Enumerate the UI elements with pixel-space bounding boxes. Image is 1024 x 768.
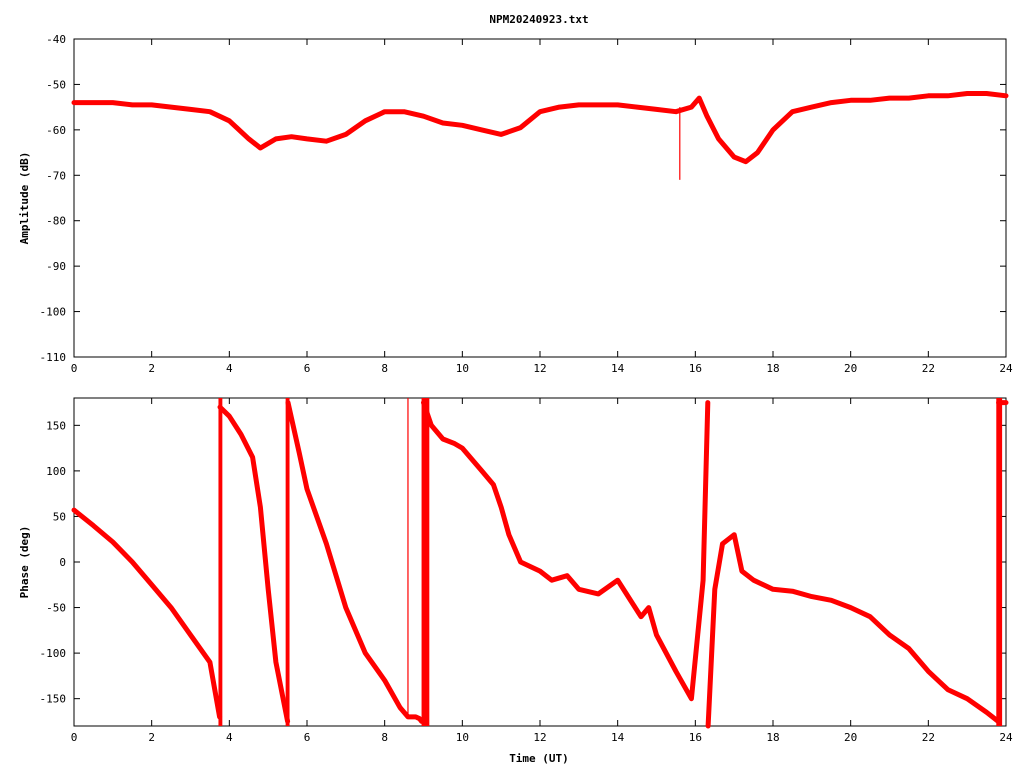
phase-y-tick-label: -150 bbox=[40, 693, 67, 706]
phase-x-tick-label: 2 bbox=[148, 731, 155, 744]
phase-panel: 0 2 4 6 8 10 12 14 16 18 20 22 24 -150-100-500501001… bbox=[18, 397, 1013, 765]
phase-x-tick-label: 20 bbox=[844, 731, 857, 744]
amplitude-x-tick-label: 22 bbox=[922, 362, 935, 375]
amplitude-y-tick-label: -80 bbox=[46, 215, 66, 228]
amplitude-x-tick-label: 20 bbox=[844, 362, 857, 375]
amplitude-panel: 0 2 4 6 8 10 12 14 16 18 20 22 24 -110-100-90-80-70-… bbox=[18, 33, 1013, 375]
phase-x-tick-label: 4 bbox=[226, 731, 233, 744]
amplitude-series bbox=[71, 91, 1009, 180]
phase-y-tick-label: 150 bbox=[46, 419, 66, 432]
phase-y-label: Phase (deg) bbox=[18, 526, 31, 599]
amplitude-plot-frame bbox=[73, 38, 1007, 358]
x-axis-label: Time (UT) bbox=[509, 752, 569, 765]
amplitude-y-tick-label: -60 bbox=[46, 124, 66, 137]
phase-y-tick-label: 50 bbox=[53, 510, 66, 523]
phase-y-tick-label: -100 bbox=[40, 647, 67, 660]
amplitude-x-tick-label: 2 bbox=[148, 362, 155, 375]
amplitude-x-tick-label: 6 bbox=[304, 362, 311, 375]
amplitude-x-tick-label: 14 bbox=[611, 362, 625, 375]
phase-x-tick-label: 12 bbox=[533, 731, 546, 744]
amplitude-y-label: Amplitude (dB) bbox=[18, 152, 31, 245]
phase-y-tick-label: 0 bbox=[59, 556, 66, 569]
phase-wrap-band bbox=[996, 398, 1003, 726]
phase-x-tick-label: 8 bbox=[381, 731, 388, 744]
phase-y-tick-label: 100 bbox=[46, 465, 66, 478]
phase-x-tick-label: 22 bbox=[922, 731, 935, 744]
amplitude-x-tick-label: 0 bbox=[71, 362, 78, 375]
amplitude-x-tick-label: 12 bbox=[533, 362, 546, 375]
amplitude-y-tick-label: -70 bbox=[46, 169, 66, 182]
chart-title: NPM20240923.txt bbox=[489, 13, 588, 26]
amplitude-y-tick-label: -40 bbox=[46, 33, 66, 46]
phase-x-tick-label: 0 bbox=[71, 731, 78, 744]
amplitude-x-ticks: 0 2 4 6 8 10 12 14 16 18 20 22 24 bbox=[71, 39, 1013, 375]
amplitude-x-tick-label: 18 bbox=[766, 362, 779, 375]
phase-wrap-band bbox=[285, 398, 290, 726]
phase-series bbox=[71, 398, 1009, 729]
phase-x-tick-label: 18 bbox=[766, 731, 779, 744]
amplitude-y-tick-label: -110 bbox=[40, 351, 67, 364]
phase-wrap-band bbox=[218, 398, 223, 726]
phase-x-tick-label: 10 bbox=[456, 731, 469, 744]
phase-x-tick-label: 24 bbox=[999, 731, 1013, 744]
phase-x-tick-label: 16 bbox=[689, 731, 702, 744]
amplitude-y-tick-label: -90 bbox=[46, 260, 66, 273]
phase-x-tick-label: 14 bbox=[611, 731, 625, 744]
amplitude-x-tick-label: 10 bbox=[456, 362, 469, 375]
phase-y-tick-label: -50 bbox=[46, 602, 66, 615]
phase-y-ticks: -150 -100 -50 0 50 100 150 bbox=[40, 419, 1006, 706]
amplitude-x-tick-label: 8 bbox=[381, 362, 388, 375]
phase-trace-line bbox=[71, 400, 1009, 729]
amplitude-x-tick-label: 16 bbox=[689, 362, 702, 375]
amplitude-x-tick-label: 4 bbox=[226, 362, 233, 375]
phase-x-tick-label: 6 bbox=[304, 731, 311, 744]
amplitude-y-tick-label: -100 bbox=[40, 306, 67, 319]
amplitude-trace-line bbox=[71, 91, 1009, 165]
phase-wrap-band bbox=[421, 398, 430, 726]
amplitude-y-tick-label: -50 bbox=[46, 78, 66, 91]
amplitude-y-ticks: -110 -100 -90 -80 -70 -60 -50 -40 bbox=[40, 33, 1006, 364]
amplitude-x-tick-label: 24 bbox=[999, 362, 1013, 375]
